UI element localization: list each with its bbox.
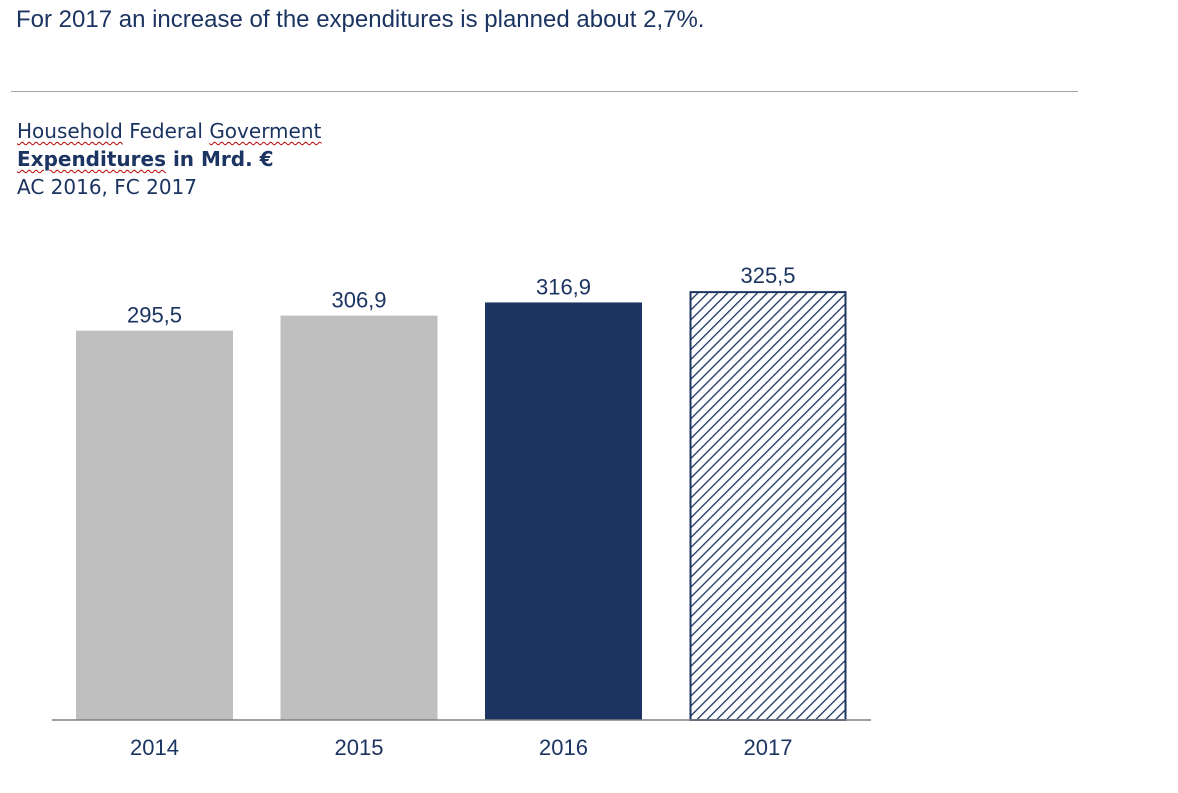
- chart-header-line-2: Expenditures in Mrd. €: [17, 145, 321, 173]
- divider: [11, 91, 1078, 92]
- chart-header-line-3: AC 2016, FC 2017: [17, 175, 197, 199]
- value-label-2014: 295,5: [127, 303, 182, 328]
- category-label-2016: 2016: [539, 735, 588, 760]
- chart-header: Household Federal Goverment Expenditures…: [17, 117, 321, 201]
- category-label-2014: 2014: [130, 735, 179, 760]
- category-labels-group: 2014 2015 2016 2017: [130, 735, 792, 760]
- bars-group: [76, 291, 847, 721]
- value-labels-group: 295,5 306,9 316,9 325,5: [127, 263, 796, 328]
- headline: For 2017 an increase of the expenditures…: [16, 6, 705, 33]
- chart-header-word-federal: Federal: [129, 119, 203, 143]
- chart-header-word-expenditures: Expenditures: [17, 147, 166, 171]
- bar-2015: [280, 315, 438, 720]
- value-label-2015: 306,9: [331, 288, 386, 313]
- category-label-2015: 2015: [335, 735, 384, 760]
- chart-header-line-1: Household Federal Goverment: [17, 117, 321, 145]
- bar-2014: [76, 330, 233, 720]
- category-label-2017: 2017: [744, 735, 793, 760]
- chart-header-word-household: Household: [17, 119, 123, 143]
- chart-header-unit: in Mrd. €: [172, 147, 274, 171]
- bar-2017: [689, 291, 847, 721]
- value-label-2017: 325,5: [740, 263, 795, 288]
- value-label-2016: 316,9: [536, 274, 591, 299]
- bar-2016: [485, 302, 642, 720]
- chart-header-word-goverment: Goverment: [209, 119, 322, 143]
